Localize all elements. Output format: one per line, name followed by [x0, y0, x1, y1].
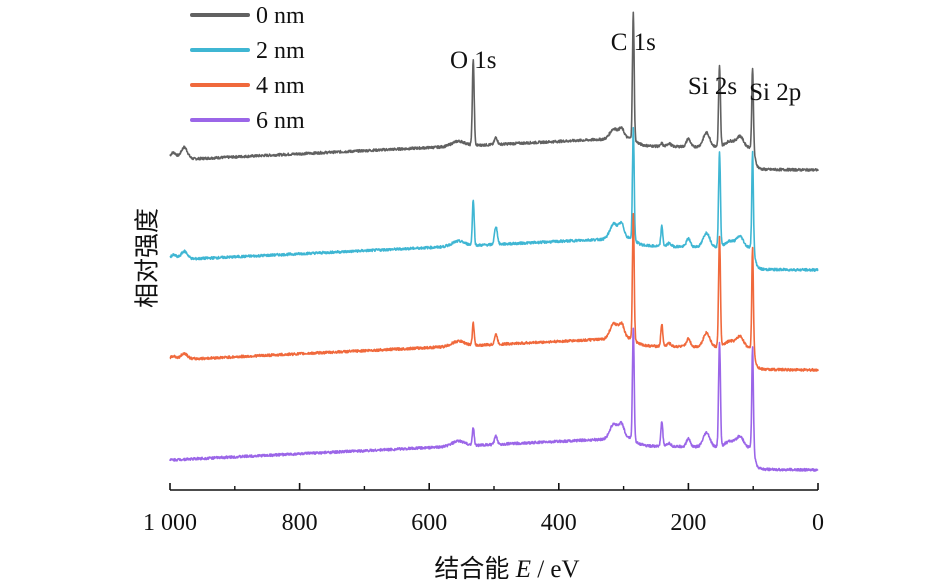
x-tick-label: 0: [812, 510, 824, 536]
legend: 0 nm 2 nm 4 nm 6 nm: [190, 3, 305, 134]
legend-label: 6 nm: [256, 108, 305, 134]
x-axis-title-unit: / eV: [531, 556, 580, 583]
x-tick-label: 1 000: [143, 510, 197, 536]
series-line: [169, 212, 819, 372]
x-tick-label: 600: [411, 510, 447, 536]
x-axis-title: 结合能 E / eV: [434, 555, 579, 583]
series-line: [169, 327, 819, 472]
x-axis-title-var: E: [515, 556, 531, 583]
x-tick-label: 800: [282, 510, 318, 536]
y-axis-title: 相对强度: [134, 208, 162, 308]
legend-label: 2 nm: [256, 38, 305, 64]
series-line: [169, 126, 819, 272]
series-line: [169, 11, 819, 172]
peak-label: O 1s: [450, 47, 497, 74]
legend-label: 4 nm: [256, 73, 305, 99]
x-axis: 1 000 800 600 400 200 0: [143, 483, 824, 536]
peak-label: C 1s: [611, 29, 656, 56]
x-tick-label: 400: [541, 510, 577, 536]
peak-labels: O 1s C 1s Si 2s Si 2p: [450, 29, 801, 106]
x-axis-title-prefix: 结合能: [434, 555, 515, 583]
spectra-curves: [169, 11, 819, 472]
peak-label: Si 2s: [688, 73, 737, 100]
legend-label: 0 nm: [256, 3, 305, 29]
peak-label: Si 2p: [749, 79, 801, 106]
x-tick-label: 200: [670, 510, 706, 536]
